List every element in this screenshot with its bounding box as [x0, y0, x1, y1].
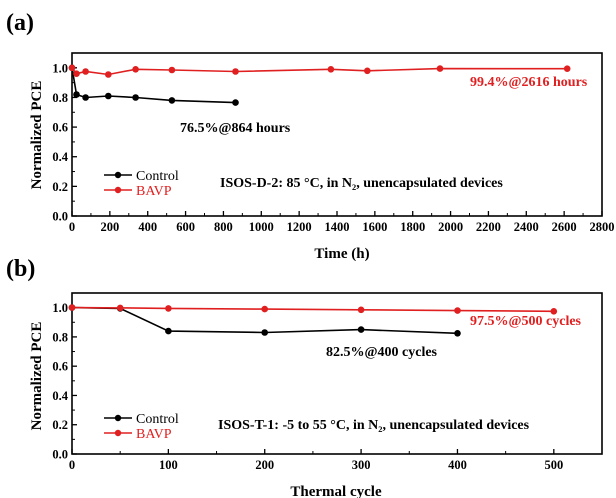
legend-label-control: Control — [136, 412, 179, 427]
y-tick-label: 1.0 — [52, 301, 68, 315]
data-point-bavp — [551, 308, 558, 315]
data-point-control — [105, 93, 112, 100]
data-point-bavp — [564, 65, 571, 72]
annotation-control: 76.5%@864 hours — [180, 121, 291, 136]
panel-b: (b) Normalized PCE Thermal cycle ISOS-T-… — [6, 256, 602, 498]
annotation-bavp: 97.5%@500 cycles — [470, 314, 582, 329]
y-tick-label: 0.4 — [52, 150, 68, 164]
x-tick-label: 1600 — [362, 220, 387, 234]
data-point-control — [169, 97, 176, 104]
legend-label-bavp: BAVP — [136, 427, 172, 442]
legend-marker-bavp — [115, 430, 121, 436]
data-point-bavp — [328, 66, 335, 73]
x-tick-label: 100 — [159, 458, 178, 472]
x-tick-label: 0 — [69, 220, 75, 234]
x-tick-label: 2000 — [438, 220, 463, 234]
y-tick-label: 0.2 — [52, 418, 68, 432]
panel-label: (a) — [6, 10, 34, 36]
y-tick-label: 0.8 — [52, 330, 68, 344]
y-tick-label: 0.8 — [52, 91, 68, 105]
panel-label: (b) — [6, 256, 35, 282]
x-tick-label: 500 — [544, 458, 563, 472]
y-tick-label: 0.0 — [52, 210, 68, 224]
data-point-bavp — [437, 65, 444, 72]
x-tick-label: 200 — [100, 220, 119, 234]
y-tick-label: 0.2 — [52, 180, 68, 194]
x-tick-label: 400 — [138, 220, 157, 234]
data-point-control — [232, 99, 239, 106]
data-point-bavp — [82, 68, 89, 75]
y-tick-label: 0.4 — [52, 389, 68, 403]
data-point-control — [454, 330, 461, 337]
y-axis-title: Normalized PCE — [29, 81, 45, 190]
y-tick-label: 0.6 — [52, 360, 68, 374]
data-point-bavp — [69, 304, 76, 311]
x-tick-label: 800 — [214, 220, 233, 234]
data-point-bavp — [132, 66, 139, 73]
legend: Control BAVP — [104, 169, 179, 199]
data-point-bavp — [454, 307, 461, 314]
data-point-control — [132, 94, 139, 101]
x-tick-label: 400 — [448, 458, 467, 472]
series-line-bavp — [72, 68, 567, 75]
legend-marker-control — [115, 415, 121, 421]
x-axis-title: Time (h) — [314, 246, 369, 262]
x-tick-label: 300 — [352, 458, 371, 472]
data-point-control — [358, 326, 365, 333]
x-tick-label: 1000 — [249, 220, 274, 234]
annotation-control: 82.5%@400 cycles — [326, 345, 438, 360]
legend-label-bavp: BAVP — [136, 184, 172, 199]
x-axis-title: Thermal cycle — [290, 484, 382, 498]
x-tick-label: 2600 — [552, 220, 577, 234]
data-point-bavp — [105, 71, 112, 78]
data-point-bavp — [232, 68, 239, 75]
data-point-bavp — [364, 68, 371, 75]
x-tick-label: 2800 — [590, 220, 615, 234]
x-tick-label: 2200 — [476, 220, 501, 234]
x-tick-label: 1800 — [400, 220, 425, 234]
x-tick-label: 0 — [69, 458, 75, 472]
x-tick-label: 1400 — [325, 220, 350, 234]
data-point-bavp — [261, 306, 268, 313]
data-point-bavp — [358, 307, 365, 314]
y-axis-title: Normalized PCE — [29, 322, 45, 431]
legend-marker-control — [115, 172, 121, 178]
y-tick-label: 0.6 — [52, 121, 68, 135]
data-point-control — [73, 91, 80, 98]
y-tick-label: 1.0 — [52, 61, 68, 75]
legend-label-control: Control — [136, 169, 179, 184]
data-point-bavp — [169, 67, 176, 74]
panel-a: (a) Normalized PCE Time (h) ISOS-D-2: 85… — [6, 10, 615, 262]
legend: Control BAVP — [104, 412, 179, 442]
y-tick-label: 0.0 — [52, 448, 68, 462]
x-tick-label: 600 — [176, 220, 195, 234]
data-point-bavp — [165, 305, 172, 312]
condition-text: ISOS-T-1: -5 to 55 °C, in N₂, unencapsul… — [218, 418, 530, 433]
data-point-bavp — [117, 305, 124, 312]
data-point-control — [261, 329, 268, 336]
data-point-bavp — [69, 65, 76, 72]
x-tick-label: 1200 — [287, 220, 312, 234]
data-point-control — [165, 328, 172, 335]
legend-marker-bavp — [115, 187, 121, 193]
condition-text: ISOS-D-2: 85 °C, in N₂, unencapsulated d… — [220, 176, 503, 191]
x-tick-label: 2400 — [514, 220, 539, 234]
x-tick-label: 200 — [255, 458, 274, 472]
annotation-bavp: 99.4%@2616 hours — [470, 75, 588, 90]
data-point-bavp — [73, 70, 80, 77]
series-line-bavp — [72, 308, 554, 312]
data-point-control — [82, 94, 89, 101]
